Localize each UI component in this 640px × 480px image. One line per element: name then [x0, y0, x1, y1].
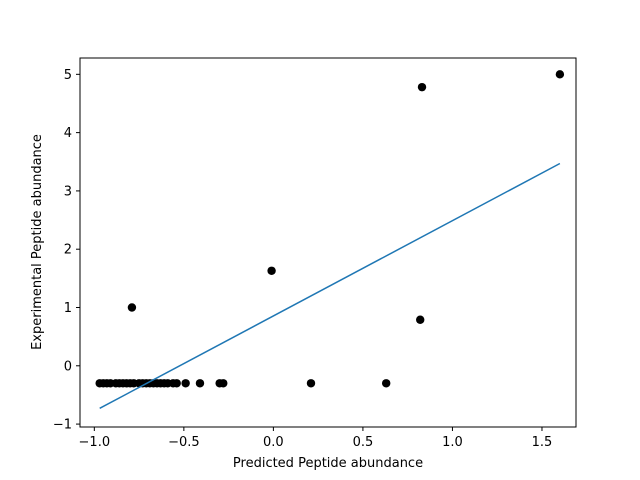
- data-point-23: [195, 379, 205, 388]
- y-tick-label: 4: [64, 126, 72, 141]
- data-point-25: [219, 379, 228, 388]
- x-axis-label: Predicted Peptide abundance: [233, 456, 423, 471]
- data-point-31: [417, 82, 427, 92]
- x-tick-label: 0.5: [353, 435, 374, 450]
- data-point-29: [381, 379, 391, 388]
- y-tick-label: 0: [64, 359, 72, 374]
- x-tick-label: 1.0: [442, 435, 463, 450]
- y-tick-label: 3: [64, 184, 72, 199]
- data-point-27: [267, 266, 276, 275]
- x-tick-label: 1.5: [532, 435, 553, 450]
- y-axis-ticks: −1 0 1 2 3 4 5: [53, 68, 80, 433]
- y-tick-label: 1: [64, 301, 72, 316]
- x-tick-label: −0.5: [168, 435, 200, 450]
- data-point-21: [172, 379, 181, 388]
- x-tick-label: 0.0: [263, 435, 284, 450]
- x-axis-ticks: −1.0 −0.5 0.0 0.5 1.0 1.5: [79, 427, 553, 450]
- y-axis-label: Experimental Peptide abundance: [30, 134, 45, 350]
- plot-area: [95, 70, 565, 410]
- regression-line: [99, 162, 561, 410]
- data-point-28: [306, 379, 316, 388]
- data-point-22: [181, 379, 190, 388]
- data-point-26: [127, 303, 137, 312]
- data-point-30: [416, 315, 425, 324]
- x-tick-label: −1.0: [79, 435, 111, 450]
- y-tick-label: 2: [64, 243, 72, 258]
- data-point-32: [555, 70, 565, 79]
- axes-frame: [79, 57, 577, 428]
- y-tick-label: −1: [53, 418, 72, 433]
- y-tick-label: 5: [64, 68, 72, 83]
